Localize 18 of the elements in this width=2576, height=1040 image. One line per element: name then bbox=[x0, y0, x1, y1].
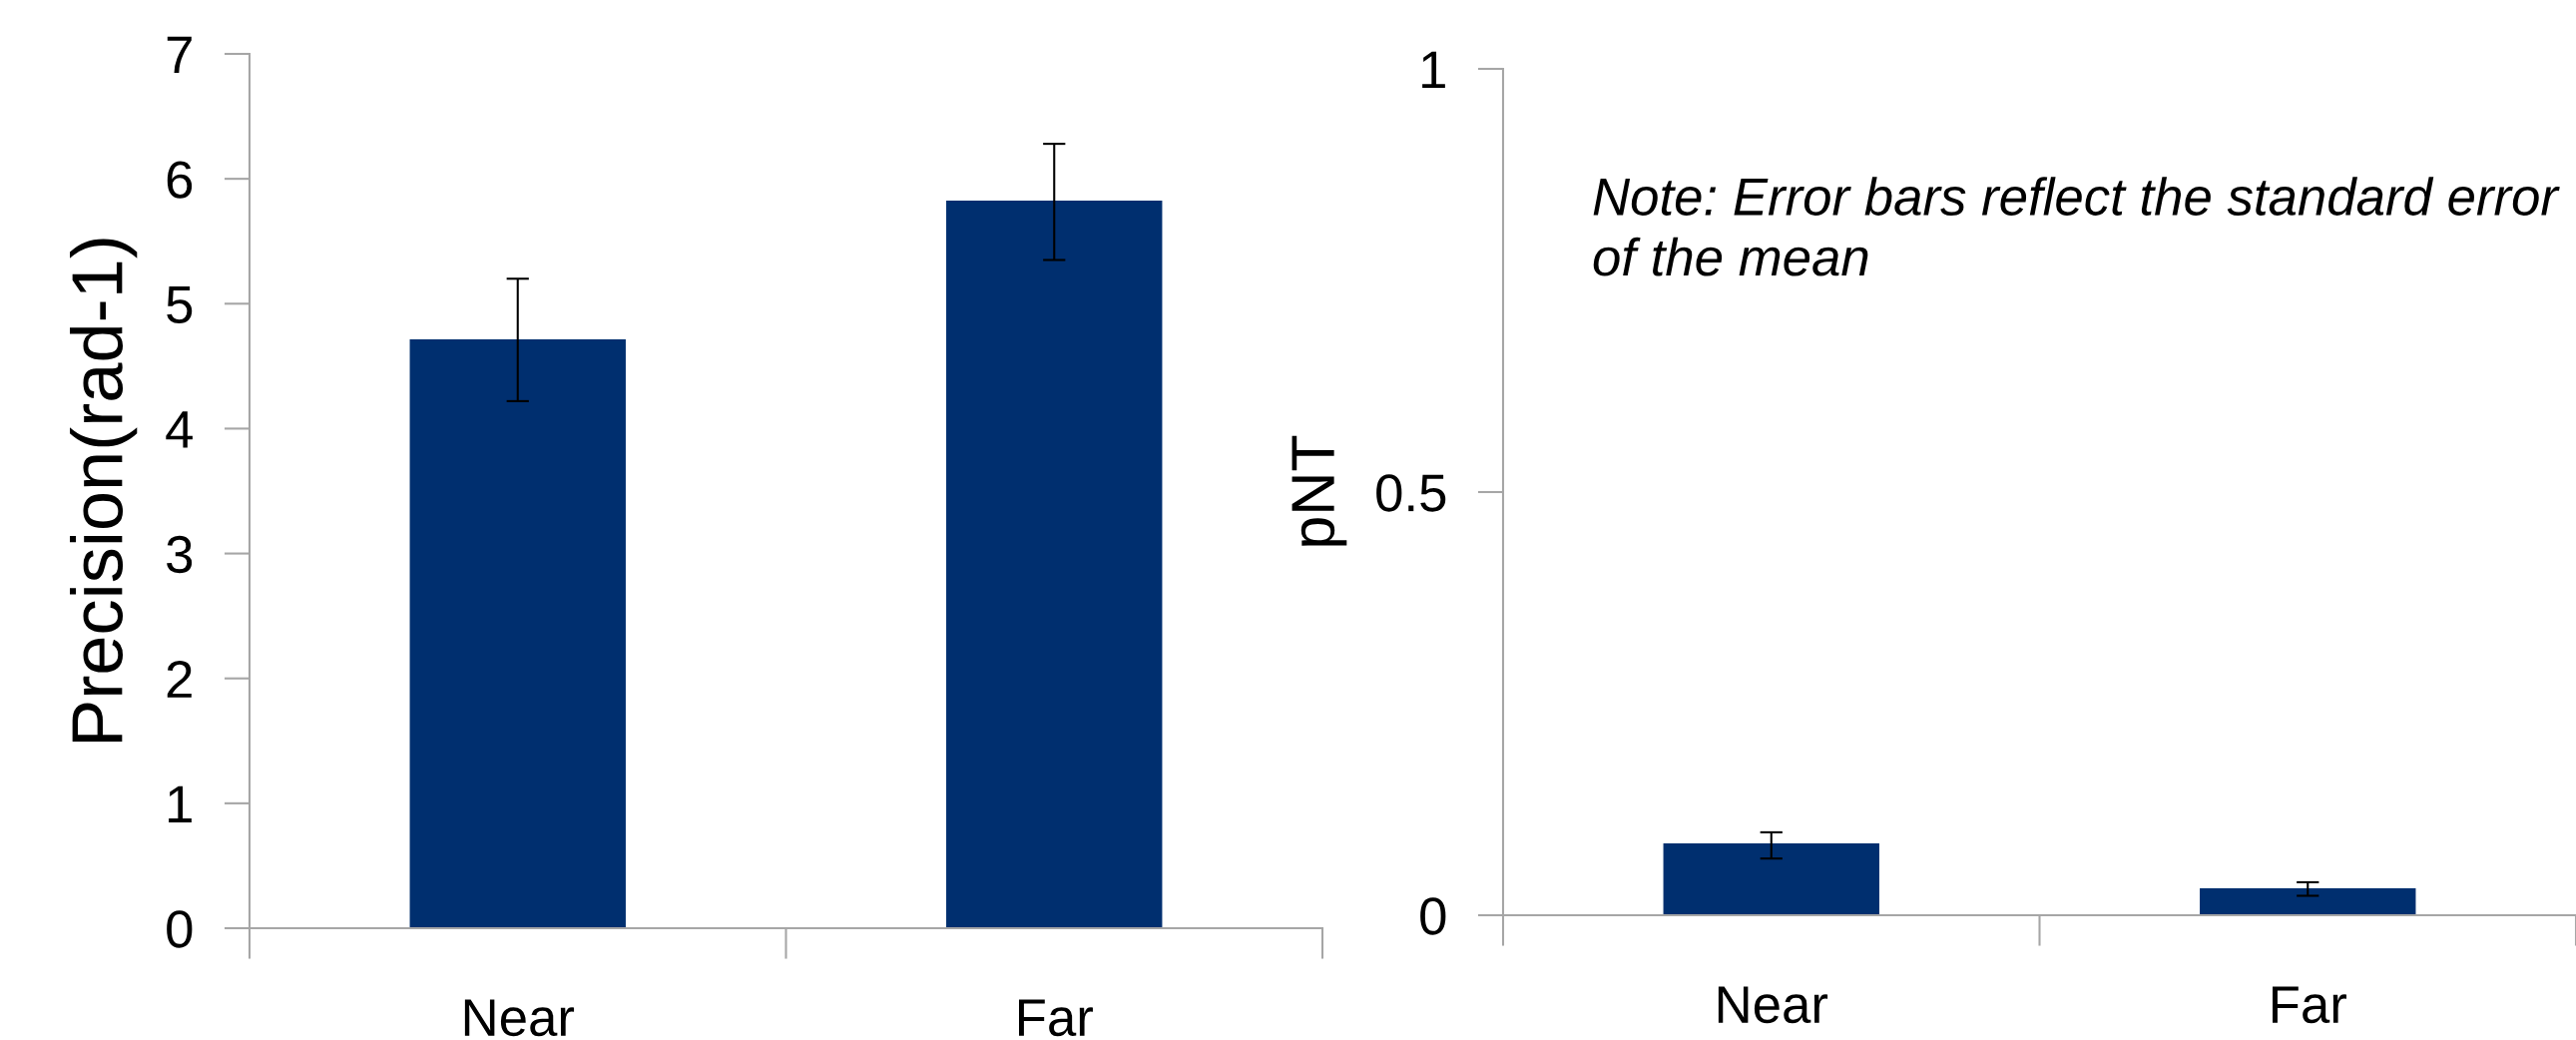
y-tick-label: 0.5 bbox=[1376, 474, 1446, 512]
y-tick-label: 4 bbox=[166, 411, 193, 448]
x-tick-label: Near bbox=[1718, 986, 1828, 1024]
x-tick-label: Near bbox=[464, 999, 575, 1037]
annotation: Note: Error bars reflect the standard error of the mean bbox=[1593, 177, 2560, 276]
y-tick-label: 0 bbox=[167, 910, 193, 948]
y-tick-label: 0 bbox=[1420, 897, 1446, 935]
y-tick-label: 3 bbox=[167, 535, 193, 574]
y-tick-label: 1 bbox=[169, 785, 192, 822]
y-tick-label: 5 bbox=[167, 286, 193, 323]
y-axis-title: Precision(rad-1) bbox=[69, 239, 138, 742]
y-tick-label: 2 bbox=[167, 660, 192, 698]
x-tick-label: Far bbox=[2273, 986, 2346, 1024]
x-tick-label: Far bbox=[1019, 999, 1093, 1037]
y-tick-label: 1 bbox=[1422, 51, 1445, 89]
y-axis-title: pNT bbox=[1291, 435, 1347, 546]
y-tick-label: 7 bbox=[167, 36, 192, 74]
y-tick-label: 6 bbox=[167, 161, 193, 199]
